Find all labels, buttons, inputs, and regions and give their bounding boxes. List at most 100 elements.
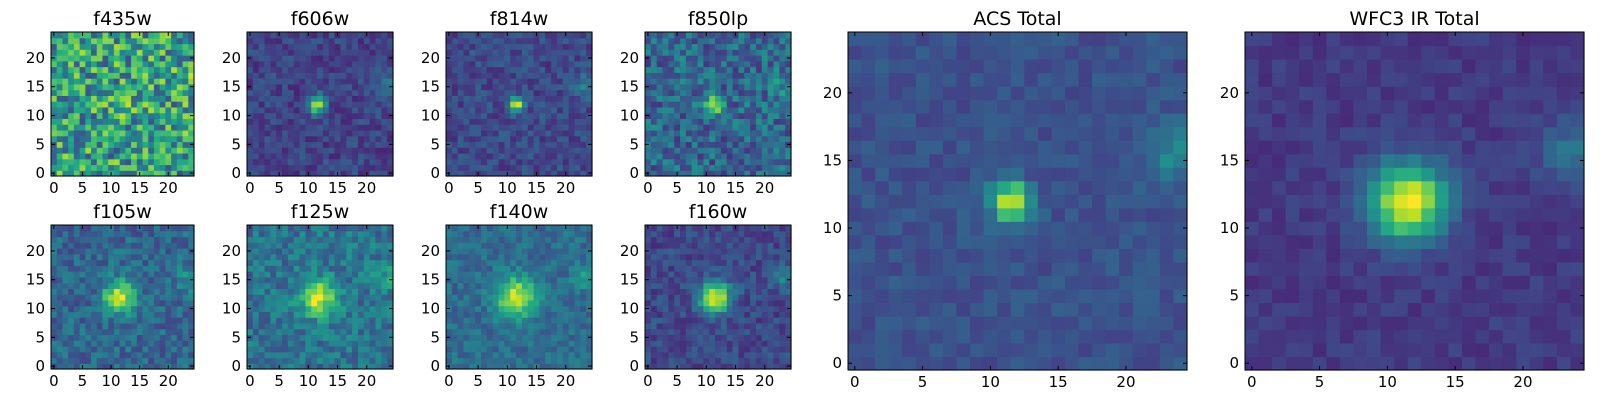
heatmap-cell [293,118,301,125]
heatmap-cell [469,147,476,154]
heatmap-cell [102,43,109,50]
heatmap-cell [252,89,260,96]
heatmap-cell [276,147,283,154]
heatmap-cell [287,357,295,364]
heatmap-cell [176,78,184,85]
heatmap-cell [656,152,664,160]
heatmap-cell [136,288,144,295]
heatmap-cell [299,236,306,243]
heatmap-cell [744,95,751,102]
heatmap-cell [656,363,664,370]
heatmap-cell [755,305,763,312]
heatmap-cell [136,106,144,114]
heatmap-cell [568,328,576,336]
heatmap-cell [148,271,155,278]
heatmap-cell [293,305,301,312]
heatmap-cell [62,288,69,295]
heatmap-cell [153,83,161,91]
heatmap-cell [475,60,482,68]
heatmap-cell [475,230,482,238]
heatmap-cell [767,66,775,73]
heatmap-cell [568,152,576,160]
heatmap-cell [102,78,109,85]
heatmap-cell [68,32,75,39]
heatmap-cell [381,299,388,307]
heatmap-cell [56,351,64,359]
heatmap-cell [767,112,775,119]
heatmap-cell [56,253,64,261]
heatmap-cell [516,55,523,62]
heatmap-cell [551,242,558,249]
heatmap-cell [645,72,652,79]
heatmap-cell [352,236,359,243]
heatmap-cell [527,299,535,307]
heatmap-cell [252,276,260,284]
heatmap-cell [357,322,365,330]
heatmap-cell [568,49,576,56]
heatmap-cell [264,253,271,261]
heatmap-cell [299,259,306,266]
heatmap-cell [773,37,780,45]
heatmap-cell [516,351,523,359]
heatmap-cell [247,357,254,364]
heatmap-cell [451,49,459,56]
heatmap-cell [650,311,658,318]
heatmap-cell [182,334,189,341]
heatmap-cell [527,311,535,318]
heatmap-cell [85,170,92,177]
heatmap-cell [62,141,69,148]
heatmap-cell [697,299,704,307]
heatmap-cell [311,236,318,243]
heatmap-cell [352,95,359,102]
heatmap-cell [469,158,476,166]
heatmap-cell [656,124,664,131]
heatmap-cell [182,37,189,45]
heatmap-cell [119,317,126,324]
heatmap-cell [68,230,75,238]
heatmap-cell [498,345,505,353]
heatmap-cell [270,253,277,261]
heatmap-cell [521,259,529,266]
heatmap-cell [125,299,132,307]
heatmap-cell [270,225,277,232]
heatmap-cell [258,322,266,330]
heatmap-cell [328,363,336,370]
heatmap-cell [738,106,745,114]
heatmap-cell [142,60,149,68]
heatmap-cell [119,230,126,238]
heatmap-cell [176,112,184,119]
heatmap-cell [516,89,523,96]
heatmap-cell [176,43,184,50]
heatmap-cell [252,334,260,341]
heatmap-cell [62,170,69,177]
heatmap-cell [165,55,172,62]
heatmap-cell [685,72,693,79]
heatmap-cell [527,328,535,336]
heatmap-cell [533,135,541,143]
heatmap-cell [697,317,704,324]
heatmap-cell [691,328,699,336]
heatmap-cell [761,66,769,73]
heatmap-cell [264,351,271,359]
heatmap-cell [545,317,552,324]
heatmap-cell [270,322,277,330]
heatmap-cell [346,253,353,261]
heatmap-cell [650,299,658,307]
heatmap-cell [142,230,149,238]
heatmap-cell [574,345,581,353]
heatmap-cell [171,135,178,143]
heatmap-cell [293,265,301,272]
heatmap-cell [125,49,132,56]
heatmap-cell [119,334,126,341]
heatmap-cell [516,112,523,119]
heatmap-cell [305,72,312,79]
heatmap-cell [785,60,792,68]
heatmap-cell [68,305,75,312]
heatmap-cell [527,225,535,232]
heatmap-cell [738,89,745,96]
heatmap-cell [85,242,92,249]
y-tick-label: 0 [35,164,45,182]
heatmap-cell [270,345,277,353]
heatmap-cell [533,322,541,330]
heatmap-cell [586,253,593,261]
